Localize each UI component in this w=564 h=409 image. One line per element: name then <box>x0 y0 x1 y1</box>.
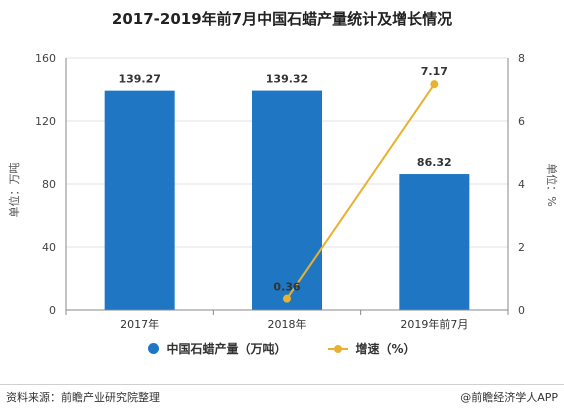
footer: 资料来源：前瞻产业研究院整理 @前瞻经济学人APP <box>0 384 564 409</box>
line-series <box>283 80 439 303</box>
bar <box>104 90 175 310</box>
credit-note: @前瞻经济学人APP <box>460 391 558 404</box>
bar <box>252 90 322 310</box>
x-tick-label: 2019年前7月 <box>400 317 468 331</box>
growth-point <box>283 294 291 303</box>
legend-line-marker <box>328 344 349 354</box>
left-tick-label: 0 <box>49 304 56 317</box>
right-tick-label: 8 <box>518 52 525 65</box>
legend-line-label: 增速（%） <box>355 342 416 356</box>
left-axis: 0 40 80 120 160 <box>35 52 67 317</box>
legend: 中国石蜡产量（万吨） 增速（%） <box>0 340 564 357</box>
growth-value-label: 7.17 <box>421 65 448 78</box>
left-tick-label: 120 <box>35 115 56 128</box>
right-tick-label: 4 <box>518 178 525 191</box>
legend-bar-marker <box>148 343 160 354</box>
growth-point <box>430 80 439 89</box>
left-tick-label: 80 <box>42 178 56 191</box>
bar-value-label: 139.32 <box>266 73 308 86</box>
legend-item-production: 中国石蜡产量（万吨） <box>148 340 286 357</box>
growth-value-label: 0.36 <box>273 281 300 294</box>
combo-chart: 0 40 80 120 160 0 2 4 6 8 2017年 2018年 2019年前7月 139… <box>7 52 559 331</box>
growth-line <box>286 83 436 300</box>
x-axis: 2017年 2018年 2019年前7月 <box>65 309 509 331</box>
right-tick-label: 6 <box>518 115 525 128</box>
left-tick-label: 160 <box>35 52 56 65</box>
right-axis: 0 2 4 6 8 <box>507 52 525 317</box>
legend-bar-label: 中国石蜡产量（万吨） <box>166 342 287 356</box>
left-tick-label: 40 <box>42 241 56 254</box>
right-tick-label: 0 <box>518 304 525 317</box>
x-tick-label: 2018年 <box>268 317 307 331</box>
x-tick-label: 2017年 <box>120 317 159 331</box>
bar-value-label: 86.32 <box>417 156 452 169</box>
left-axis-label: 单位：万吨 <box>7 163 21 218</box>
bar-value-label: 139.27 <box>118 73 160 86</box>
bar-series <box>104 90 470 310</box>
source-note: 资料来源：前瞻产业研究院整理 <box>6 391 160 404</box>
right-axis-label: 单位：% <box>545 163 559 206</box>
legend-item-growth: 增速（%） <box>328 340 416 357</box>
right-tick-label: 2 <box>518 241 525 254</box>
chart-title: 2017-2019年前7月中国石蜡产量统计及增长情况 <box>111 10 453 28</box>
bar <box>399 174 470 310</box>
data-labels: 139.27 139.32 86.32 0.36 7.17 <box>118 65 451 294</box>
